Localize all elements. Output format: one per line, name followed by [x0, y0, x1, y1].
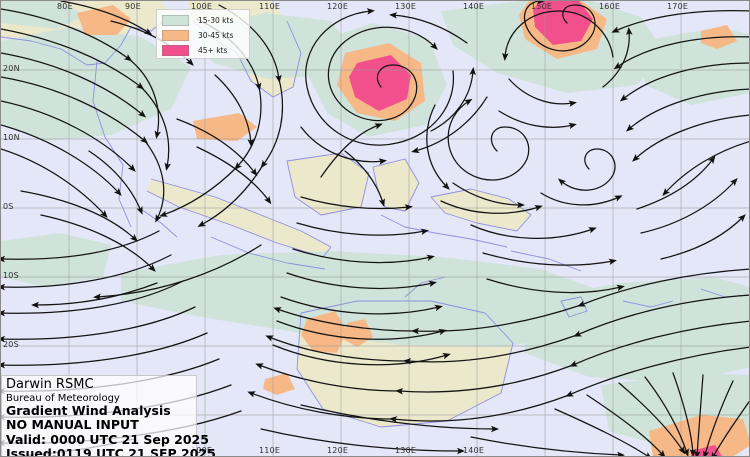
- issuing-bureau: Bureau of Meteorology: [6, 392, 120, 404]
- issued-time: Issued:0119 UTC 21 SEP 2025: [6, 445, 216, 457]
- issuing-office: Darwin RSMC: [6, 377, 94, 392]
- coastline-group: [1, 14, 749, 428]
- product-info-block: Darwin RSMC Bureau of Meteorology Gradie…: [1, 375, 216, 457]
- valid-time: Valid: 0000 UTC 21 Sep 2025: [6, 431, 209, 447]
- legend-item: 45+ kts: [162, 44, 244, 57]
- legend-swatch-30-45: [162, 30, 189, 41]
- legend-label-15-30: 15-30 kts: [198, 16, 234, 25]
- legend-item: 15-30 kts: [162, 14, 244, 27]
- product-title: Gradient Wind Analysis: [6, 403, 171, 419]
- wind-speed-legend: 15-30 kts 30-45 kts 45+ kts: [156, 9, 250, 59]
- legend-label-30-45: 30-45 kts: [198, 31, 234, 40]
- legend-swatch-45-plus: [162, 45, 189, 56]
- legend-item: 30-45 kts: [162, 29, 244, 42]
- legend-swatch-15-30: [162, 15, 189, 26]
- legend-label-45-plus: 45+ kts: [198, 46, 228, 55]
- manual-input-note: NO MANUAL INPUT: [6, 417, 139, 433]
